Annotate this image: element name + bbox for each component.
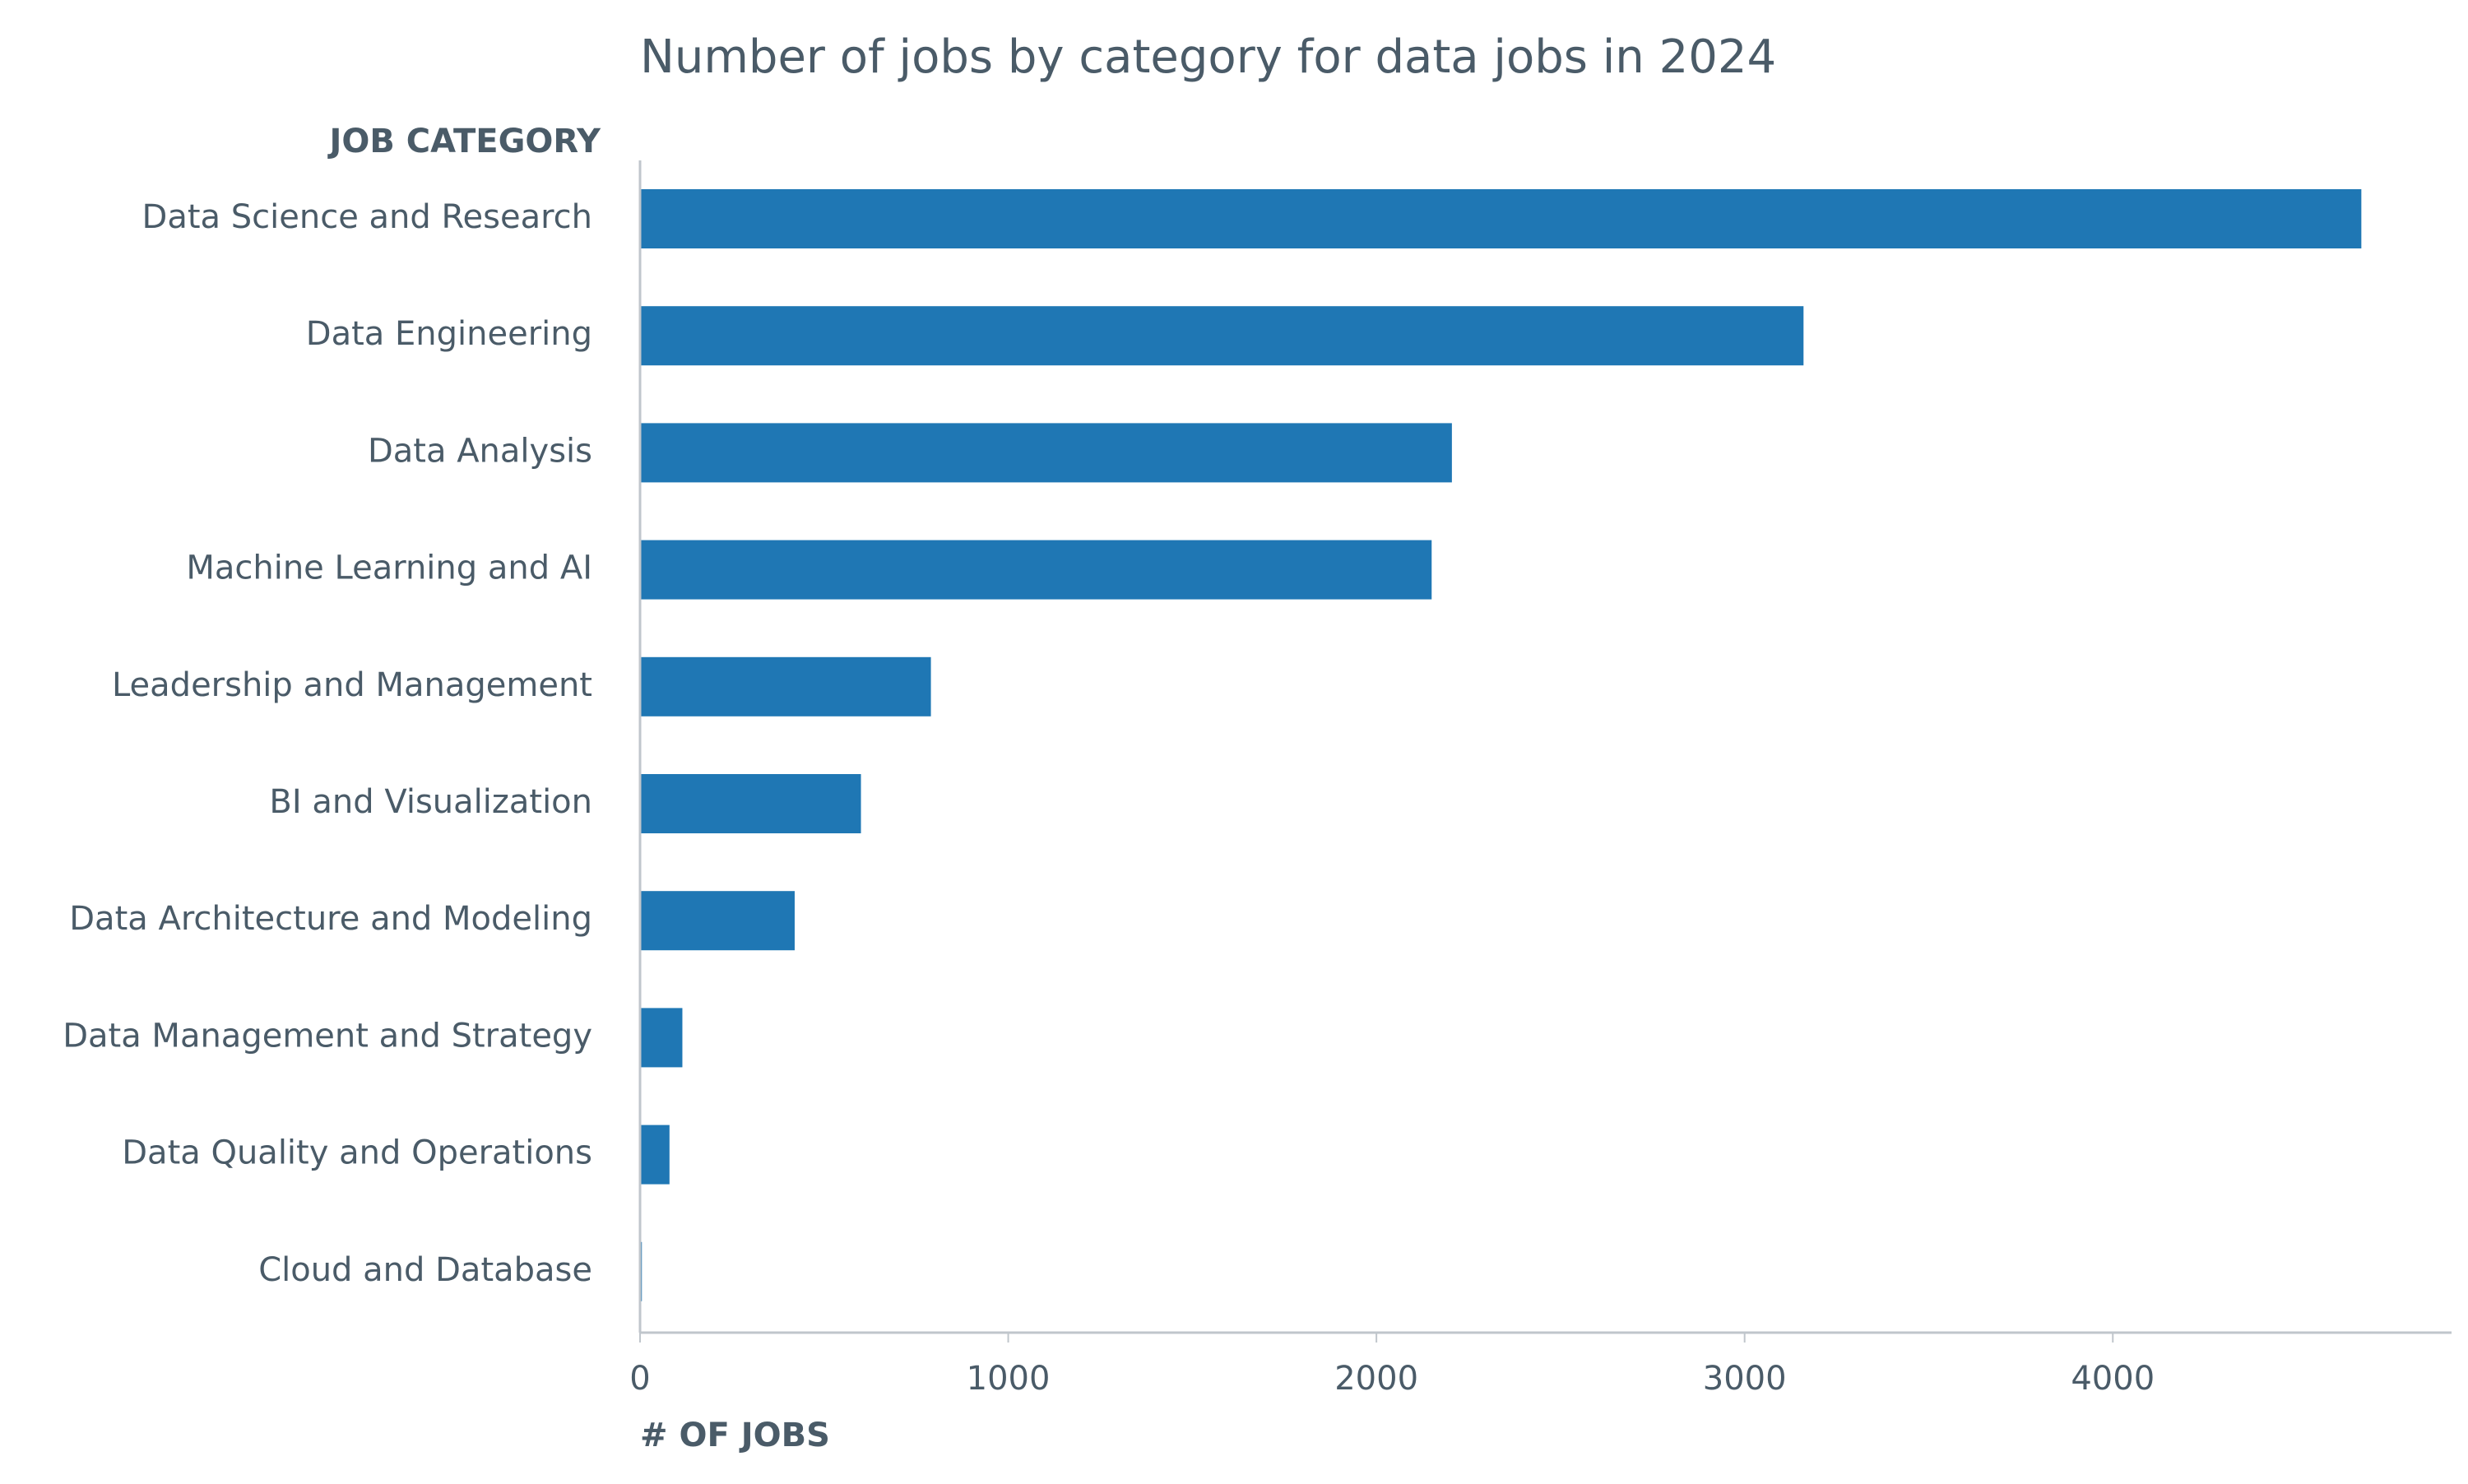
category-label-8: Data Quality and Operations [122, 1134, 592, 1172]
x-axis-title: # OF JOBS [640, 1417, 830, 1454]
bar-3 [640, 540, 1432, 600]
y-axis-title: JOB CATEGORY [327, 123, 601, 160]
bar-4 [640, 656, 931, 716]
category-label-0: Data Science and Research [142, 198, 592, 236]
x-tick-label-4: 4000 [2071, 1360, 2155, 1398]
bar-2 [640, 423, 1452, 483]
bar-8 [640, 1125, 670, 1185]
x-ticks: 0 1000 2000 3000 4000 [629, 1333, 2155, 1398]
bar-6 [640, 891, 795, 951]
category-label-9: Cloud and Database [258, 1251, 592, 1289]
bar-7 [640, 1008, 683, 1068]
category-labels: Data Science and Research Data Engineerin… [63, 198, 592, 1289]
bar-5 [640, 774, 861, 833]
category-label-3: Machine Learning and AI [186, 550, 592, 587]
category-label-6: Data Architecture and Modeling [69, 900, 592, 938]
bar-0 [640, 189, 2362, 248]
x-tick-label-2: 2000 [1334, 1360, 1418, 1398]
x-tick-label-1: 1000 [967, 1360, 1051, 1398]
bars-layer [640, 189, 2362, 1301]
category-label-4: Leadership and Management [112, 666, 592, 704]
chart-title: Number of jobs by category for data jobs… [640, 30, 1776, 84]
x-tick-label-3: 3000 [1703, 1360, 1787, 1398]
category-label-5: BI and Visualization [269, 783, 592, 821]
axes [638, 160, 2452, 1334]
category-label-2: Data Analysis [368, 432, 592, 470]
x-tick-label-0: 0 [629, 1360, 650, 1398]
bar-1 [640, 306, 1804, 366]
category-label-7: Data Management and Strategy [63, 1017, 592, 1055]
category-label-1: Data Engineering [306, 315, 592, 353]
